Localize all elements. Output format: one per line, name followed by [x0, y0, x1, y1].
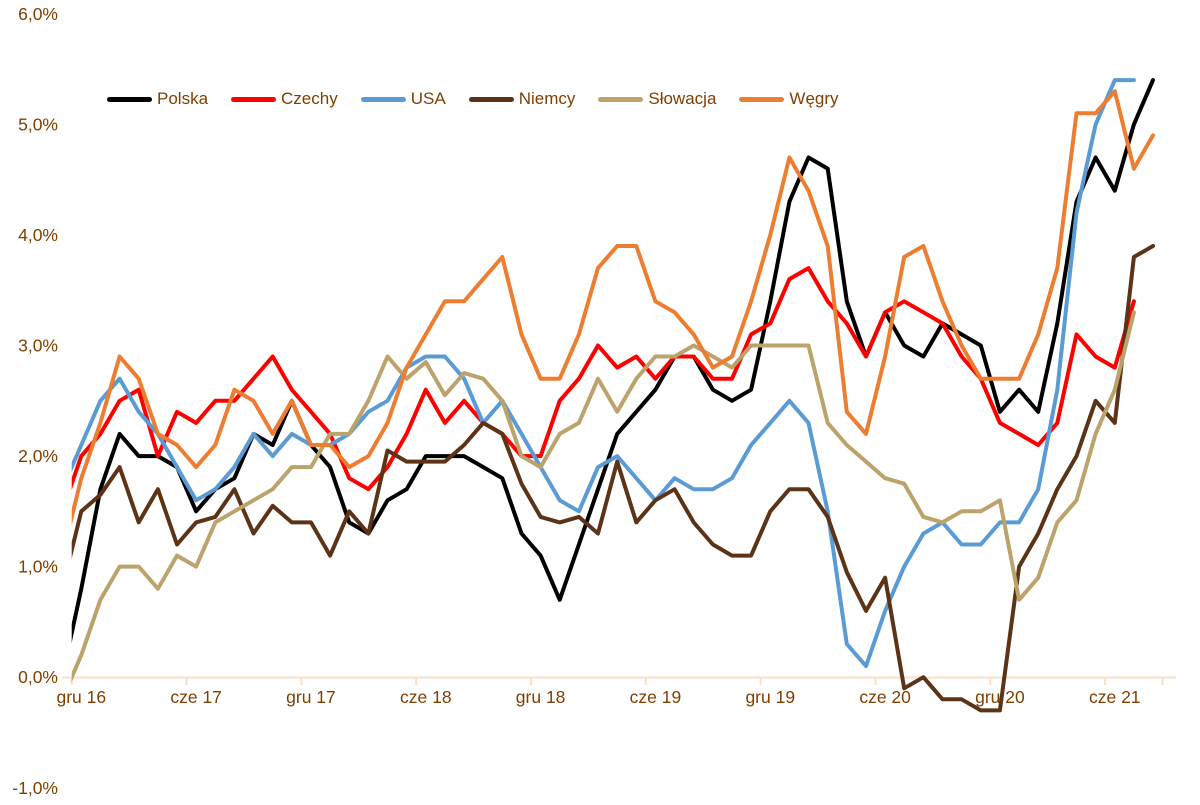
y-tick-label: 3,0% — [18, 335, 58, 355]
y-tick-label: 1,0% — [18, 557, 58, 577]
legend-item-usa: USA — [360, 89, 446, 109]
x-axis — [62, 676, 1176, 685]
x-tick-label: gru 18 — [516, 687, 566, 707]
y-tick-label: 6,0% — [18, 4, 58, 24]
x-axis-labels: gru 16 cze 17 gru 17 cze 18 gru 18 cze 19 gru … — [56, 687, 1140, 707]
legend-swatch-niemcy — [468, 96, 514, 102]
y-tick-label: 5,0% — [18, 114, 58, 134]
series-line-usa — [71, 78, 1136, 669]
x-tick-label: cze 18 — [400, 687, 452, 707]
legend: Polska Czechy USA Niemcy Słowacja Węgry — [107, 89, 862, 109]
y-tick-label: -1,0% — [12, 778, 58, 798]
legend-swatch-czechy — [231, 96, 277, 102]
legend-item-polska: Polska — [107, 89, 208, 109]
series-line-niemcy — [71, 244, 1155, 713]
x-tick-label: gru 16 — [56, 687, 106, 707]
series-line-wegry — [71, 89, 1155, 526]
legend-item-czechy: Czechy — [231, 89, 338, 109]
x-tick-label: gru 17 — [286, 687, 336, 707]
series-lines — [71, 78, 1155, 713]
legend-swatch-wegry — [739, 96, 785, 102]
legend-swatch-polska — [107, 96, 152, 102]
legend-swatch-slowacja — [598, 96, 644, 102]
series-line-slowacja — [71, 310, 1136, 683]
legend-label-wegry: Węgry — [789, 89, 839, 108]
y-axis-labels: 6,0% 5,0% 4,0% 3,0% 2,0% 1,0% 0,0% -1,0% — [12, 4, 58, 798]
legend-item-niemcy: Niemcy — [468, 89, 576, 109]
y-tick-label: 0,0% — [18, 667, 58, 687]
y-tick-label: 4,0% — [18, 225, 58, 245]
legend-label-niemcy: Niemcy — [518, 89, 576, 108]
legend-label-czechy: Czechy — [281, 89, 338, 108]
legend-swatch-usa — [360, 96, 406, 102]
x-tick-label: cze 21 — [1089, 687, 1141, 707]
legend-label-usa: USA — [410, 89, 446, 108]
series-line-czechy — [71, 266, 1136, 492]
x-tick-label: cze 20 — [859, 687, 911, 707]
legend-label-slowacja: Słowacja — [648, 89, 717, 108]
legend-label-polska: Polska — [157, 89, 209, 108]
x-tick-label: cze 19 — [630, 687, 682, 707]
legend-item-slowacja: Słowacja — [598, 89, 716, 109]
y-tick-label: 2,0% — [18, 446, 58, 466]
x-tick-label: cze 17 — [170, 687, 222, 707]
legend-item-wegry: Węgry — [739, 89, 839, 109]
x-tick-label: gru 19 — [745, 687, 795, 707]
